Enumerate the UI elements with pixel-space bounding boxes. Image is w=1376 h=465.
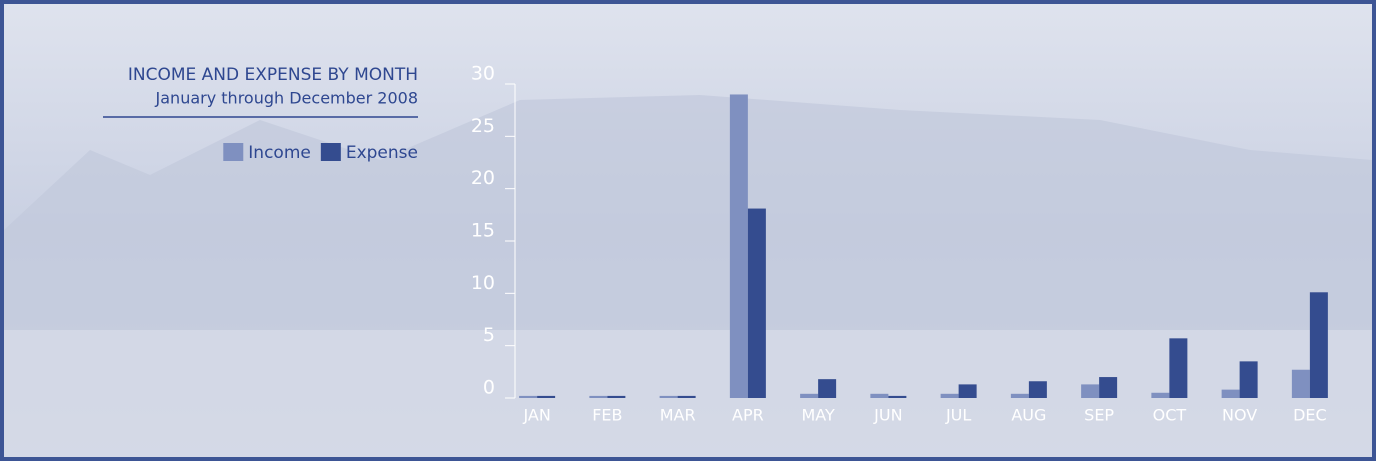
bar	[589, 396, 607, 398]
legend-swatch	[321, 143, 341, 161]
bar	[1011, 394, 1029, 398]
x-tick-label: MAY	[801, 406, 835, 425]
x-tick-label: JAN	[522, 406, 550, 425]
x-tick-label: JUL	[945, 406, 971, 425]
x-tick-label: APR	[732, 406, 764, 425]
legend-label: Income	[248, 143, 311, 163]
bar	[888, 396, 906, 398]
bar	[1310, 292, 1328, 398]
chart-title: INCOME AND EXPENSE BY MONTH	[128, 65, 418, 85]
page: INCOME AND EXPENSE BY MONTH January thro…	[0, 0, 1376, 465]
bar	[748, 209, 766, 398]
bar	[1222, 390, 1240, 398]
x-tick-label: FEB	[592, 406, 622, 425]
bar	[1240, 361, 1258, 398]
bar	[1099, 377, 1117, 398]
x-tick-label: OCT	[1153, 406, 1187, 425]
bar	[678, 396, 696, 398]
bar	[730, 94, 748, 398]
bar	[959, 384, 977, 398]
x-tick-label: AUG	[1011, 406, 1046, 425]
legend-swatch	[223, 143, 243, 161]
x-tick-label: SEP	[1084, 406, 1114, 425]
chart: INCOME AND EXPENSE BY MONTH January thro…	[0, 0, 1376, 461]
legend-label: Expense	[346, 143, 418, 163]
bar	[1151, 393, 1169, 398]
bar	[519, 396, 537, 398]
x-tick-label: MAR	[660, 406, 696, 425]
y-tick-label: 10	[471, 272, 495, 294]
y-tick-label: 25	[471, 115, 495, 137]
bar	[870, 394, 888, 398]
y-tick-label: 15	[471, 220, 495, 242]
bar	[660, 396, 678, 398]
y-tick-label: 20	[471, 167, 495, 189]
x-tick-label: DEC	[1293, 406, 1327, 425]
bar	[1029, 381, 1047, 398]
y-tick-label: 0	[483, 377, 495, 399]
y-tick-label: 5	[483, 324, 495, 346]
chart-subtitle: January through December 2008	[155, 89, 418, 108]
bar	[818, 379, 836, 398]
bar	[941, 394, 959, 398]
x-tick-label: NOV	[1222, 406, 1257, 425]
bar	[607, 396, 625, 398]
bar	[1292, 370, 1310, 398]
bar	[1081, 384, 1099, 398]
bar	[1169, 338, 1187, 398]
bar	[537, 396, 555, 398]
bar	[800, 394, 818, 398]
y-tick-label: 30	[471, 63, 495, 85]
x-tick-label: JUN	[873, 406, 902, 425]
